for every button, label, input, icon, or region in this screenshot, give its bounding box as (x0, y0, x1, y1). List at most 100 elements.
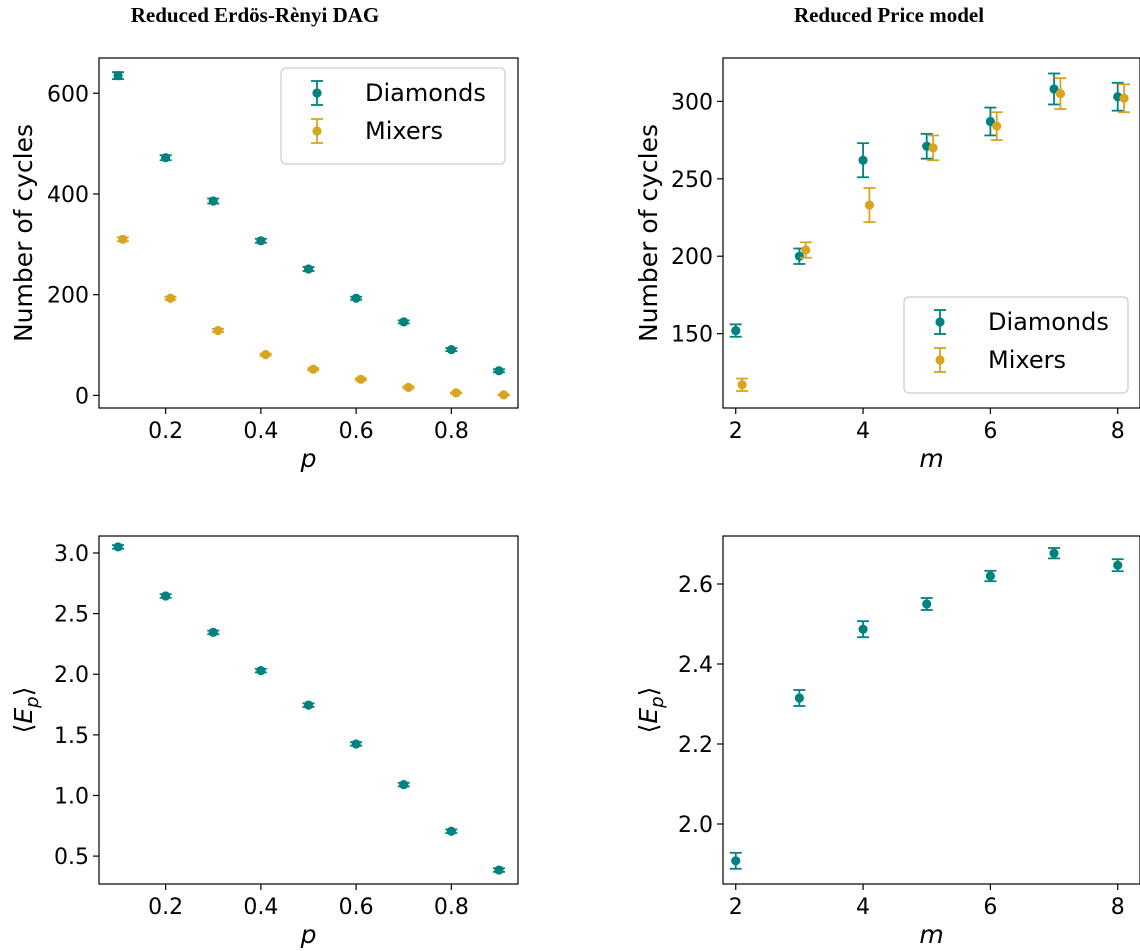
legend-diamonds-point-0 (934, 309, 946, 335)
legend-mixers-marker-0 (935, 355, 945, 365)
mixers-marker-2 (864, 200, 875, 210)
series-0-marker-0 (113, 542, 123, 552)
diamonds-point-0 (112, 71, 125, 81)
diamonds-marker-4 (303, 264, 314, 274)
mixers-point-3 (927, 134, 940, 162)
y-tick-label: 0.5 (54, 845, 89, 870)
series-0-marker-8 (494, 865, 504, 875)
series-0-point-4 (302, 700, 315, 710)
mixers-point-8 (497, 390, 510, 400)
x-axis-label: m (919, 444, 943, 473)
mixers-marker-5 (1055, 89, 1066, 99)
x-tick-label: 0.2 (148, 895, 183, 920)
legend-label-mixers: Mixers (365, 117, 443, 145)
mixers-point-2 (863, 187, 876, 224)
x-axis-label: p (300, 920, 317, 949)
diamonds-marker-1 (161, 153, 171, 163)
mixers-point-3 (259, 350, 272, 360)
x-tick-label: 2 (729, 419, 743, 444)
plot-frame (98, 57, 519, 409)
mixers-marker-2 (213, 325, 223, 336)
y-tick-label: 2.2 (678, 733, 713, 758)
diamonds-point-5 (1048, 72, 1061, 106)
diamonds-point-6 (397, 317, 410, 327)
legend-label-mixers: Mixers (988, 346, 1066, 374)
mixers-point-7 (450, 388, 463, 398)
series-series-0 (729, 547, 1124, 870)
series-0-point-6 (397, 779, 410, 790)
mixers-marker-7 (451, 388, 461, 398)
series-0-point-6 (1111, 558, 1124, 573)
diamonds-marker-6 (399, 317, 409, 327)
x-tick-label: 0.6 (339, 895, 374, 920)
legend-frame (280, 67, 506, 165)
x-tick-label: 6 (983, 895, 997, 920)
legend-entry-mixers: Mixers (934, 346, 1066, 374)
x-tick-label: 8 (1111, 895, 1125, 920)
series-mixers (736, 77, 1131, 392)
x-tick-label: 4 (856, 895, 870, 920)
legend-entry-diamonds: Diamonds (934, 308, 1109, 336)
diamonds-point-1 (159, 153, 172, 163)
diamonds-marker-0 (731, 325, 741, 336)
diamonds-marker-3 (256, 236, 266, 246)
series-series-0 (112, 542, 505, 875)
legend-label-diamonds: Diamonds (365, 79, 486, 107)
series-0-marker-5 (351, 739, 361, 749)
mixers-marker-0 (118, 234, 128, 244)
series-0-point-1 (159, 591, 172, 601)
legend-label-diamonds: Diamonds (988, 308, 1109, 336)
series-0-point-7 (445, 826, 458, 836)
x-tick-label: 8 (1111, 419, 1125, 444)
y-tick-label: 2.0 (678, 813, 713, 838)
series-0-marker-4 (985, 571, 995, 581)
y-tick-label: 1.0 (54, 784, 89, 809)
series-0-marker-6 (399, 779, 409, 790)
series-0-marker-4 (303, 700, 314, 710)
y-tick-label: 2.4 (678, 653, 713, 678)
mixers-marker-1 (801, 245, 811, 255)
legend-entry-diamonds: Diamonds (311, 79, 486, 107)
diamonds-point-2 (857, 142, 870, 179)
diamonds-point-2 (207, 196, 220, 206)
diamonds-point-3 (254, 236, 267, 246)
series-0-point-3 (254, 665, 267, 676)
series-0-marker-3 (256, 665, 266, 676)
diamonds-marker-4 (985, 116, 995, 127)
legend-mixers-point-0 (311, 118, 323, 144)
mixers-marker-3 (261, 350, 271, 360)
series-0-point-2 (207, 627, 220, 637)
y-axis-label: ⟨Ep⟩ (634, 687, 668, 734)
diamonds-point-4 (302, 264, 315, 274)
x-tick-label: 0.4 (243, 895, 278, 920)
y-tick-label: 2.6 (678, 573, 713, 598)
y-tick-label: 600 (47, 82, 89, 107)
mixers-point-5 (354, 374, 367, 384)
chart-panel-bottom-left: 0.2 0.4 0.6 0.8 0.5 1.0 1.5 2.0 2.5 3.0 p ⟨Ep⟩ (9, 535, 519, 949)
diamonds-marker-5 (1049, 84, 1059, 94)
series-0-marker-2 (858, 624, 868, 634)
diamonds-marker-0 (113, 71, 123, 81)
series-0-point-5 (350, 739, 363, 749)
legend: Diamonds Mixers (903, 296, 1129, 394)
x-tick-label: 0.8 (434, 419, 469, 444)
series-0-point-8 (492, 865, 505, 875)
mixers-marker-5 (356, 374, 366, 384)
series-0-marker-3 (922, 599, 932, 609)
diamonds-point-6 (1111, 81, 1124, 112)
y-tick-label: 200 (671, 245, 713, 270)
mixers-marker-4 (992, 121, 1002, 131)
series-0-point-5 (1048, 547, 1061, 560)
series-0-marker-1 (161, 591, 171, 601)
y-axis-label: Number of cycles (9, 124, 38, 342)
y-tick-label: 3.0 (54, 542, 89, 567)
diamonds-point-0 (729, 323, 742, 338)
y-tick-label: 300 (671, 90, 713, 115)
series-0-point-0 (729, 851, 742, 870)
diamonds-point-7 (445, 344, 458, 355)
series-mixers (116, 234, 510, 400)
y-tick-label: 2.0 (54, 663, 89, 688)
y-tick-label: 0 (75, 384, 89, 409)
mixers-marker-8 (499, 390, 509, 400)
